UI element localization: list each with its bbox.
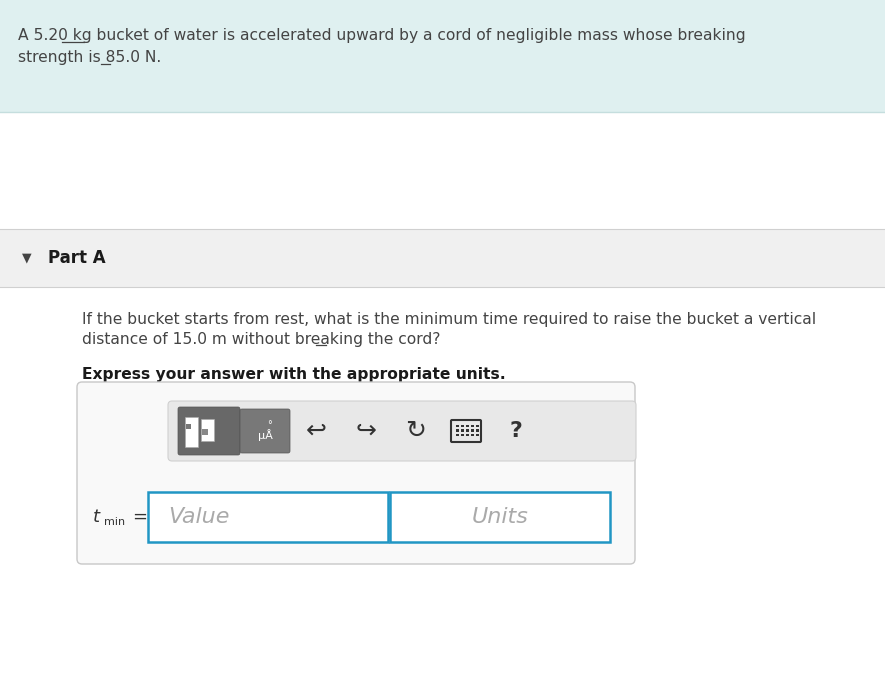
Bar	[471, 425, 474, 427]
Text: A 5.20 kg bucket of water is accelerated upward by a cord of negligible mass who: A 5.20 kg bucket of water is accelerated…	[18, 28, 746, 43]
Bar	[476, 429, 479, 431]
Bar	[185, 417, 198, 447]
Text: ↻: ↻	[405, 419, 427, 443]
Bar	[461, 433, 464, 436]
Text: Value: Value	[168, 507, 229, 527]
Bar	[476, 425, 479, 427]
Text: ?: ?	[510, 421, 522, 441]
Bar	[461, 425, 464, 427]
Bar	[466, 429, 469, 431]
Bar	[471, 429, 474, 431]
Bar	[390, 492, 610, 542]
Text: Units: Units	[472, 507, 528, 527]
FancyBboxPatch shape	[240, 409, 290, 453]
Text: min: min	[104, 517, 125, 527]
Bar	[476, 433, 479, 436]
Text: ↪: ↪	[356, 419, 376, 443]
Bar	[456, 433, 459, 436]
Bar	[471, 433, 474, 436]
Bar	[466, 425, 469, 427]
Text: Express your answer with the appropriate units.: Express your answer with the appropriate…	[82, 367, 505, 382]
FancyBboxPatch shape	[168, 401, 636, 461]
Text: ▼: ▼	[22, 251, 32, 264]
Bar	[0, 229, 885, 287]
Text: °: °	[266, 420, 272, 430]
Text: =: =	[132, 508, 147, 526]
Bar	[148, 492, 388, 542]
Text: distance of 15.0 m without breaking the cord?: distance of 15.0 m without breaking the …	[82, 332, 441, 347]
Text: Part A: Part A	[48, 249, 105, 267]
Bar	[461, 429, 464, 431]
FancyBboxPatch shape	[77, 382, 635, 564]
Text: If the bucket starts from rest, what is the minimum time required to raise the b: If the bucket starts from rest, what is …	[82, 312, 816, 327]
FancyBboxPatch shape	[178, 407, 240, 455]
Bar	[202, 429, 208, 435]
Bar	[456, 425, 459, 427]
Bar	[456, 429, 459, 431]
Bar	[201, 419, 214, 441]
Bar	[186, 424, 191, 429]
Text: strength is 85.0 N.: strength is 85.0 N.	[18, 50, 161, 65]
Bar	[0, 0, 885, 112]
Bar	[466, 433, 469, 436]
Text: $t$: $t$	[92, 508, 102, 526]
Text: µÅ: µÅ	[258, 429, 273, 441]
Text: ↩: ↩	[305, 419, 327, 443]
